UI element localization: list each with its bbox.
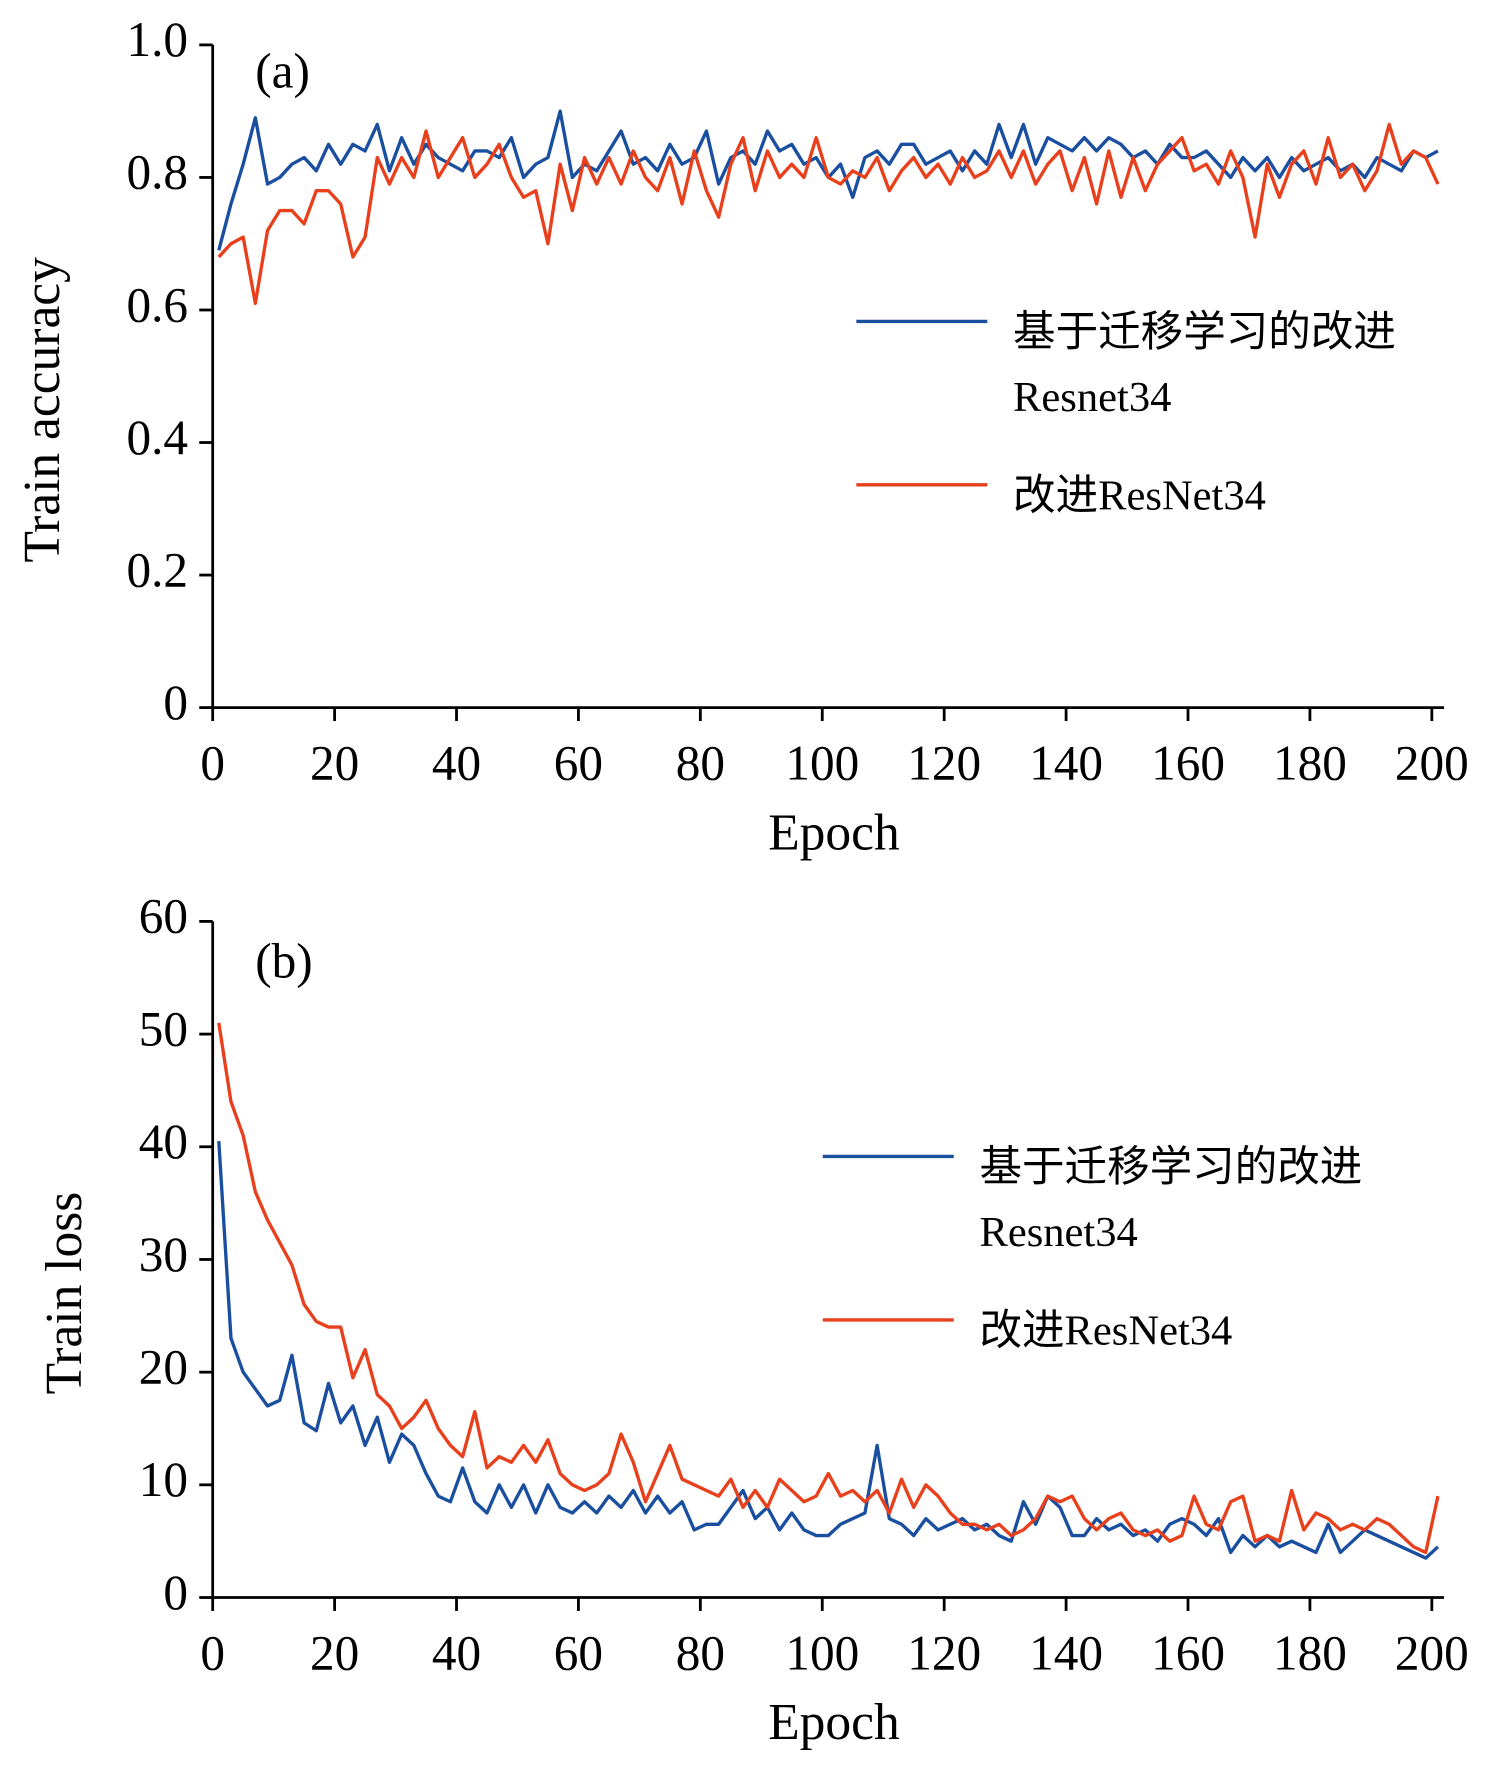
x-tick-label: 180 bbox=[1273, 735, 1347, 790]
y-tick-label: 60 bbox=[139, 889, 188, 944]
y-axis-label: Train loss bbox=[36, 1192, 93, 1395]
x-tick-label: 200 bbox=[1395, 1625, 1469, 1680]
y-tick-label: 50 bbox=[139, 1001, 188, 1056]
x-tick-label: 0 bbox=[200, 1625, 225, 1680]
y-tick-label: 0.8 bbox=[126, 145, 188, 200]
series-line bbox=[217, 122, 1440, 306]
legend-label: 基于迁移学习的改进Resnet34 bbox=[979, 1144, 1363, 1257]
x-tick-label: 100 bbox=[785, 735, 859, 790]
x-tick-label: 160 bbox=[1151, 1625, 1225, 1680]
y-tick-label: 30 bbox=[139, 1227, 188, 1282]
x-tick-label: 80 bbox=[676, 1625, 725, 1680]
x-tick-label: 20 bbox=[310, 1625, 359, 1680]
series-line bbox=[217, 1022, 1440, 1555]
x-tick-label: 120 bbox=[907, 1625, 981, 1680]
y-tick-label: 0.4 bbox=[126, 410, 188, 465]
legend-label: 改进ResNet34 bbox=[1013, 472, 1266, 520]
y-tick-label: 0.6 bbox=[126, 277, 188, 332]
x-tick-label: 140 bbox=[1029, 1625, 1103, 1680]
y-tick-label: 1.0 bbox=[126, 12, 188, 67]
x-tick-label: 60 bbox=[554, 735, 603, 790]
x-tick-label: 60 bbox=[554, 1625, 603, 1680]
x-tick-label: 100 bbox=[785, 1625, 859, 1680]
y-tick-label: 10 bbox=[139, 1452, 188, 1507]
x-tick-label: 180 bbox=[1273, 1625, 1347, 1680]
y-tick-label: 20 bbox=[139, 1339, 188, 1394]
legend-item: 基于迁移学习的改进Resnet34 bbox=[1013, 309, 1396, 422]
x-tick-label: 120 bbox=[907, 735, 981, 790]
x-axis-label: Epoch bbox=[768, 804, 900, 861]
legend-item: 改进ResNet34 bbox=[979, 1307, 1233, 1355]
series-line bbox=[217, 1141, 1440, 1560]
x-tick-label: 20 bbox=[310, 735, 359, 790]
y-tick-label: 0 bbox=[163, 1565, 188, 1620]
y-axis-label: Train accuracy bbox=[14, 257, 71, 563]
x-tick-label: 40 bbox=[432, 735, 481, 790]
panel-label: (a) bbox=[255, 44, 310, 99]
x-tick-label: 40 bbox=[432, 1625, 481, 1680]
x-tick-label: 140 bbox=[1029, 735, 1103, 790]
y-tick-label: 0.2 bbox=[126, 542, 188, 597]
x-tick-label: 160 bbox=[1151, 735, 1225, 790]
x-tick-label: 0 bbox=[200, 735, 225, 790]
x-tick-label: 200 bbox=[1395, 735, 1469, 790]
x-axis-label: Epoch bbox=[768, 1694, 900, 1751]
x-tick-label: 80 bbox=[676, 735, 725, 790]
y-tick-label: 40 bbox=[139, 1114, 188, 1169]
legend-label: 改进ResNet34 bbox=[979, 1307, 1233, 1355]
legend-item: 基于迁移学习的改进Resnet34 bbox=[979, 1144, 1363, 1257]
panel-label: (b) bbox=[255, 933, 312, 988]
legend-item: 改进ResNet34 bbox=[1013, 472, 1266, 520]
legend-label: 基于迁移学习的改进Resnet34 bbox=[1013, 309, 1396, 422]
y-tick-label: 0 bbox=[163, 675, 188, 730]
